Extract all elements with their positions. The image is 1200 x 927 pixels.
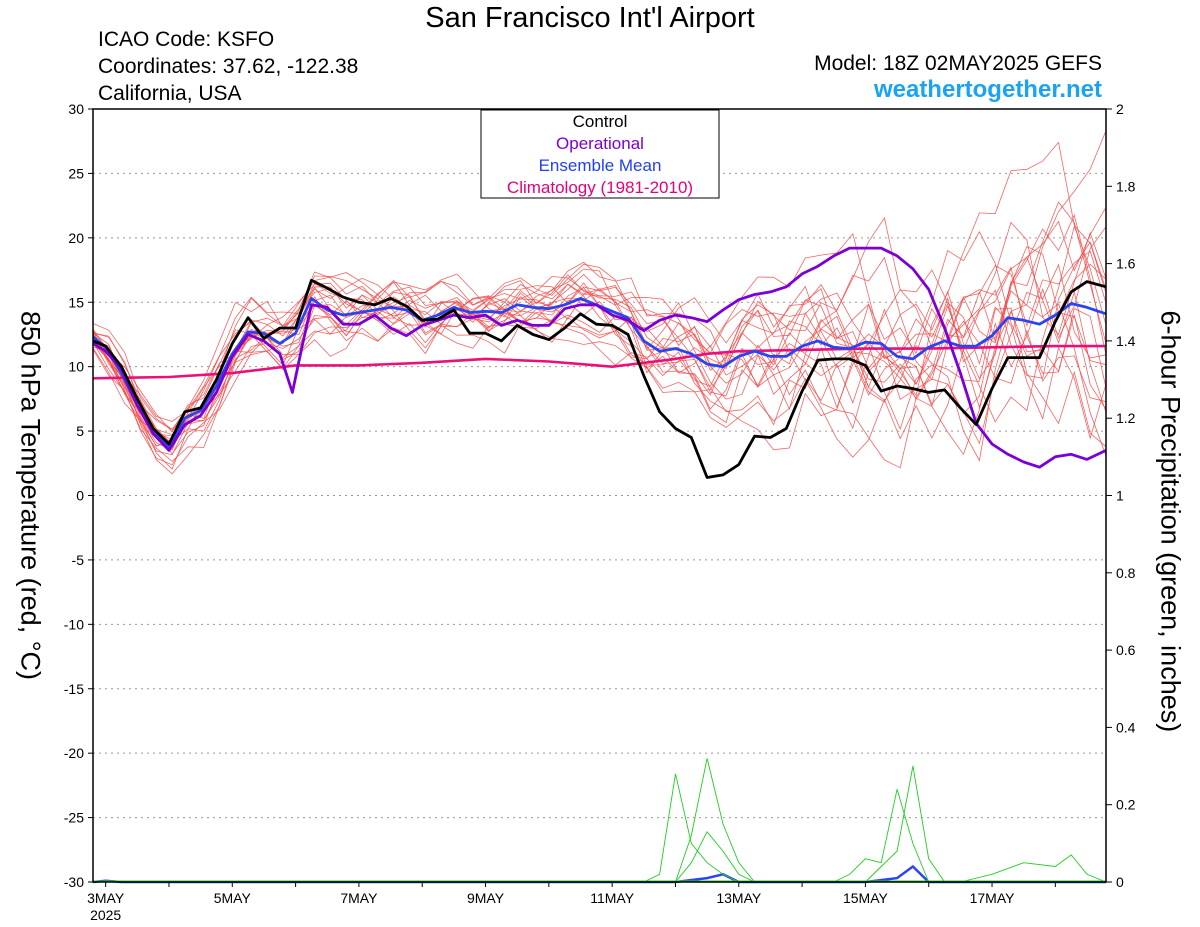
y2-tick-label: 2 xyxy=(1116,101,1124,117)
ensemble-member-line xyxy=(92,245,1107,447)
y-tick-label: 10 xyxy=(68,359,84,375)
ensemble-member-line xyxy=(92,281,1107,448)
plot-frame xyxy=(92,108,1107,883)
ensemble-member-line xyxy=(92,221,1107,456)
y-tick-label: 15 xyxy=(68,294,84,310)
icao-code: ICAO Code: KSFO xyxy=(98,28,275,51)
y-tick-label: 0 xyxy=(76,488,84,504)
precip-line xyxy=(865,765,945,883)
precip-line xyxy=(643,773,739,883)
ensemble-member-line xyxy=(92,226,1107,430)
y-tick-label: -30 xyxy=(64,874,84,890)
y-tick-label: -5 xyxy=(72,552,85,568)
y2-tick-label: 0.8 xyxy=(1116,565,1136,581)
series-control xyxy=(92,278,1107,479)
precip-line xyxy=(92,864,1106,884)
legend-entry: Climatology (1981-2010) xyxy=(507,178,693,197)
region: California, USA xyxy=(98,82,242,105)
x-tick-label: 3MAY xyxy=(87,890,125,906)
y-tick-label: 20 xyxy=(68,230,84,246)
ensemble-member-line xyxy=(92,207,1107,436)
y-tick-label: 25 xyxy=(68,165,84,181)
coordinates: Coordinates: 37.62, -122.38 xyxy=(98,55,359,78)
ensemble-member-line xyxy=(92,232,1107,451)
brand-link[interactable]: weathertogether.net xyxy=(873,76,1102,103)
y-tick-label: -10 xyxy=(64,616,84,632)
precip-line xyxy=(675,830,755,883)
y2-tick-label: 1.4 xyxy=(1116,333,1136,349)
precip-line xyxy=(675,758,755,883)
legend-box xyxy=(480,109,720,199)
y2-tick-label: 0 xyxy=(1116,874,1124,890)
model-run: Model: 18Z 02MAY2025 GEFS xyxy=(814,52,1102,75)
legend-entry: Ensemble Mean xyxy=(539,156,662,175)
y-tick-label: -20 xyxy=(64,745,84,761)
y-tick-label: -15 xyxy=(64,681,84,697)
x-tick-label: 7MAY xyxy=(340,890,378,906)
chart-title: San Francisco Int'l Airport xyxy=(425,2,755,34)
ensemble-member-line xyxy=(92,213,1107,447)
x-year-label: 2025 xyxy=(90,907,121,923)
x-tick-label: 11MAY xyxy=(590,890,634,906)
x-tick-label: 5MAY xyxy=(214,890,252,906)
x-tick-label: 9MAY xyxy=(467,890,505,906)
legend-entry: Operational xyxy=(556,134,644,153)
series-operational xyxy=(92,246,1107,469)
y-tick-label: 30 xyxy=(68,101,84,117)
x-tick-label: 17MAY xyxy=(970,890,1016,906)
x-tick-label: 13MAY xyxy=(716,890,762,906)
ensemble-member-line xyxy=(92,263,1107,455)
y2-tick-label: 1 xyxy=(1116,488,1124,504)
y-tick-label: -25 xyxy=(64,810,84,826)
y-tick-label: 5 xyxy=(76,423,84,439)
y2-tick-label: 0.4 xyxy=(1116,719,1136,735)
y2-tick-label: 0.2 xyxy=(1116,797,1136,813)
y2-tick-label: 1.8 xyxy=(1116,178,1136,194)
precip-line xyxy=(833,789,930,883)
legend-entry: Control xyxy=(573,112,628,131)
ensemble-member-line xyxy=(92,266,1107,449)
precip-line xyxy=(960,854,1107,883)
x-tick-label: 15MAY xyxy=(843,890,889,906)
y2-tick-label: 0.6 xyxy=(1116,642,1136,658)
y2-tick-label: 1.6 xyxy=(1116,256,1136,272)
y2-tick-label: 1.2 xyxy=(1116,410,1136,426)
